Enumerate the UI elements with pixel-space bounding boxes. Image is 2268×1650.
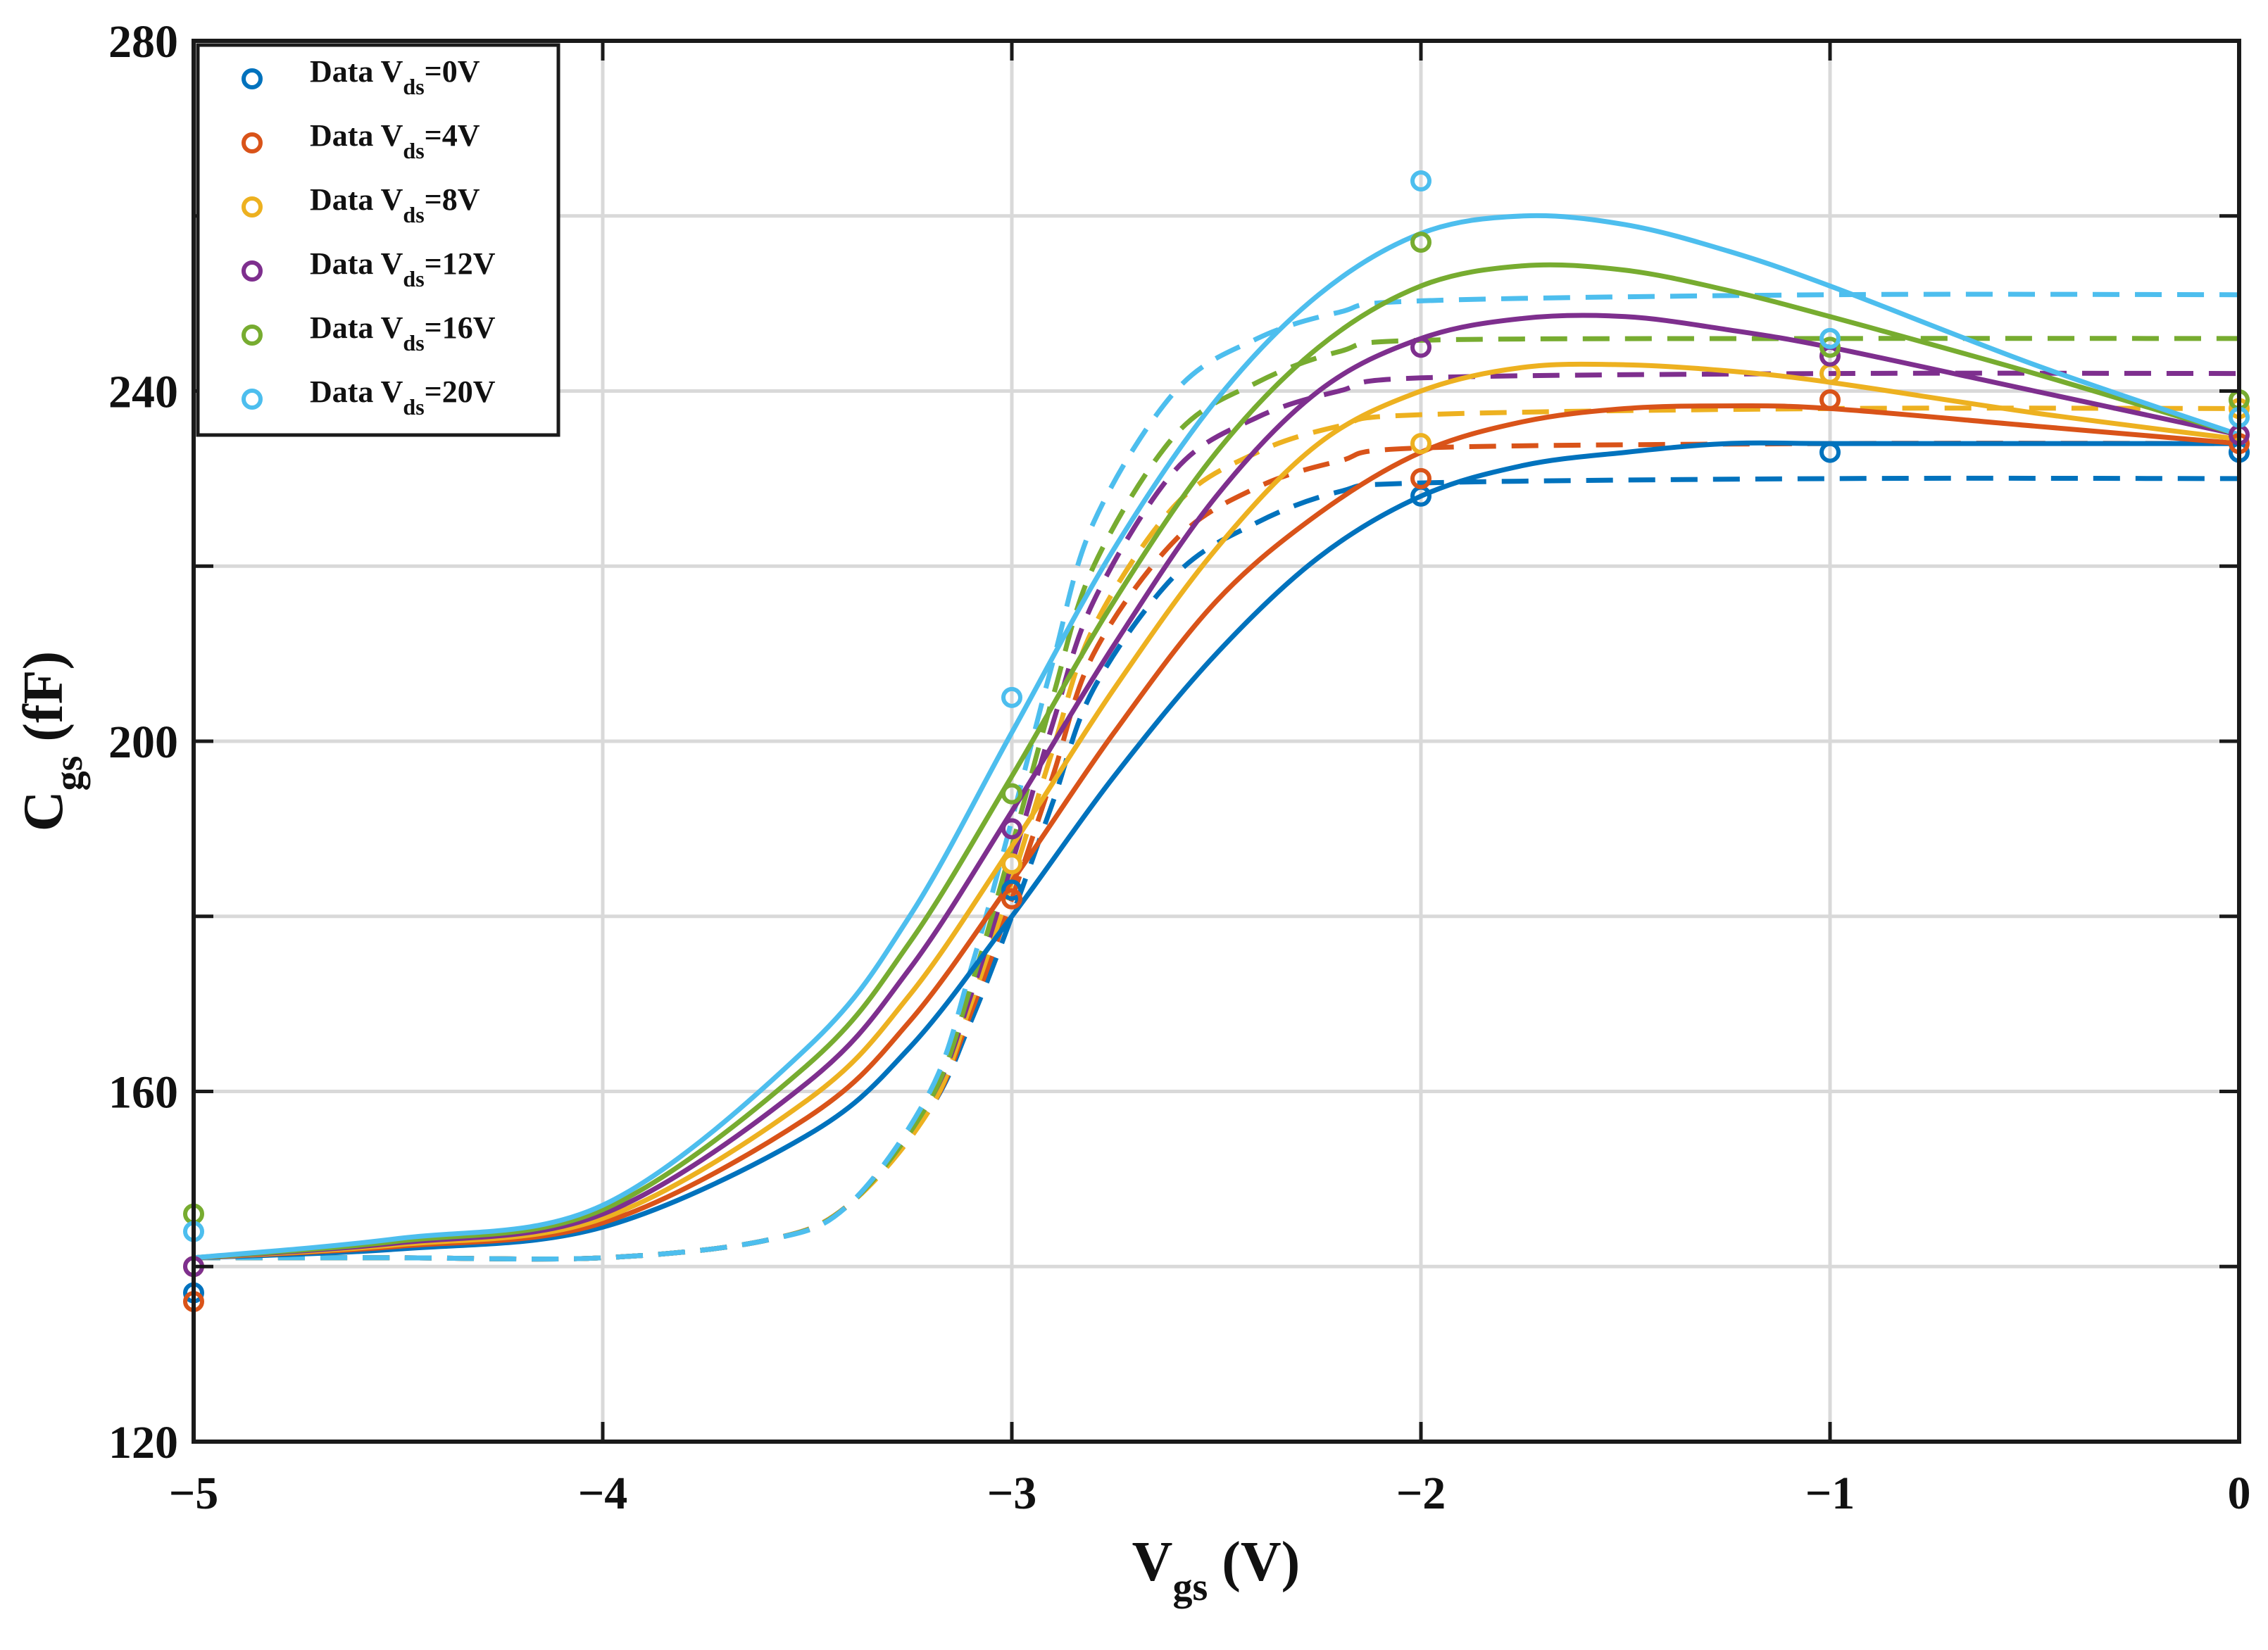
data-point-20v-2 — [1410, 170, 1431, 191]
data-point-20v-1 — [1819, 327, 1841, 349]
y-axis-label: Cgs (fF) — [13, 651, 91, 831]
legend-marker-8v — [242, 196, 263, 218]
x-axis-label-suffix: (V) — [1208, 1531, 1300, 1593]
legend-label-20v: Data Vds=20V — [310, 374, 496, 420]
data-point-8v-2 — [1410, 433, 1431, 455]
data-point-20v-3 — [1001, 686, 1022, 708]
axis-ticks — [192, 39, 2241, 1444]
legend-label-suffix: =8V — [425, 182, 480, 217]
legend-box — [196, 43, 560, 437]
x-tick-label-1: −1 — [1805, 1468, 1855, 1519]
solid-fit-8v — [193, 361, 2240, 1261]
legend-label-4v: Data Vds=4V — [310, 118, 480, 163]
solid-fit-4v — [193, 403, 2240, 1261]
legend-label-suffix: =0V — [425, 54, 480, 89]
solid-fit-12v — [193, 313, 2240, 1261]
data-point-4v-1 — [1819, 389, 1841, 410]
legend-label-prefix: Data V — [310, 246, 403, 281]
legend-label-prefix: Data V — [310, 374, 403, 409]
legend-label-suffix: =20V — [425, 374, 496, 409]
y-tick-label-280: 280 — [108, 16, 178, 68]
y-tick-label-120: 120 — [108, 1417, 178, 1468]
legend-label-8v: Data Vds=8V — [310, 182, 480, 227]
y-axis-label-suffix: (fF) — [13, 651, 75, 756]
solid-fit-20v — [193, 213, 2241, 1261]
legend-label-sub: ds — [403, 330, 424, 355]
legend-label-sub: ds — [403, 202, 424, 227]
x-tick-label-4: −4 — [578, 1468, 628, 1519]
legend-label-16v: Data Vds=16V — [310, 310, 496, 355]
y-tick-label-240: 240 — [108, 367, 178, 418]
x-tick-labels: −5 −4 −3 −2 −1 0 — [169, 1468, 2251, 1519]
legend-label-prefix: Data V — [310, 54, 403, 89]
legend-marker-0v — [242, 68, 263, 89]
data-point-4v-2 — [1410, 467, 1431, 489]
legend-label-suffix: =16V — [425, 310, 496, 345]
x-axis-label: Vgs (V) — [1132, 1531, 1301, 1609]
dashed-fit-20v — [193, 291, 2240, 1262]
legend-label-sub: ds — [403, 394, 424, 420]
y-tick-labels: 120 160 200 240 280 — [108, 16, 178, 1468]
x-tick-label-5: −5 — [169, 1468, 219, 1519]
legend-marker-12v — [242, 260, 263, 282]
y-tick-label-200: 200 — [108, 717, 178, 768]
x-axis-label-sub: gs — [1172, 1566, 1208, 1609]
data-point-8v-3 — [1001, 853, 1022, 875]
legend-marker-16v — [242, 325, 263, 346]
data-point-16v-2 — [1410, 232, 1431, 253]
legend-label-sub: ds — [403, 266, 424, 291]
data-point-16v-3 — [1001, 783, 1022, 805]
legend-label-sub: ds — [403, 74, 424, 99]
legend-label-prefix: Data V — [310, 118, 403, 153]
data-point-12v-3 — [1001, 818, 1022, 840]
x-tick-label-3: −3 — [987, 1468, 1037, 1519]
legend-label-prefix: Data V — [310, 182, 403, 217]
y-axis-label-main: C — [13, 791, 75, 831]
legend-label-sub: ds — [403, 138, 424, 163]
legend-label-0v: Data Vds=0V — [310, 54, 480, 99]
legend-label-12v: Data Vds=12V — [310, 246, 496, 291]
data-point-0v-3 — [1001, 879, 1022, 901]
solid-fit-16v — [193, 262, 2241, 1261]
data-point-0v-1 — [1819, 441, 1841, 463]
legend-marker-4v — [242, 132, 263, 153]
legend-label-prefix: Data V — [310, 310, 403, 345]
y-axis-label-sub: gs — [47, 756, 91, 791]
legend-label-suffix: =4V — [425, 118, 480, 153]
data-point-4v-3 — [1001, 888, 1022, 909]
x-axis-label-main: V — [1132, 1531, 1173, 1593]
y-tick-label-160: 160 — [108, 1067, 178, 1119]
data-point-12v-2 — [1410, 336, 1431, 358]
x-tick-label-0: 0 — [2228, 1468, 2251, 1519]
solid-fit-curves — [193, 213, 2241, 1261]
solid-fit-0v — [193, 440, 2239, 1261]
data-point-16v-1 — [1819, 336, 1841, 358]
x-tick-label-2: −2 — [1396, 1468, 1446, 1519]
legend-label-suffix: =12V — [425, 246, 496, 281]
legend-marker-20v — [242, 389, 263, 410]
